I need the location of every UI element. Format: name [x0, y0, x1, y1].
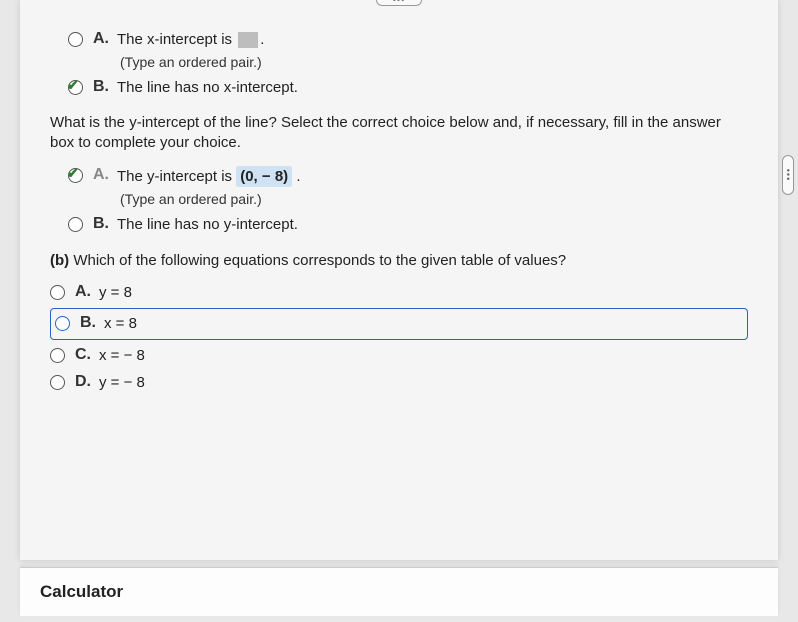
calculator-label: Calculator — [40, 582, 123, 601]
option-text: The line has no y-intercept. — [117, 215, 298, 235]
text-before: The y-intercept is — [117, 168, 232, 185]
equation-choices: A. y = 8 B. x = 8 C. x = − 8 D. y = − 8 — [50, 281, 748, 395]
radio-icon[interactable] — [50, 348, 65, 363]
option-hint: (Type an ordered pair.) — [120, 191, 748, 207]
option-letter: B. — [93, 78, 109, 96]
equation-text: y = 8 — [99, 283, 132, 303]
part-b-question: (b) Which of the following equations cor… — [50, 251, 748, 271]
x-intercept-option-b[interactable]: B. The line has no x-intercept. — [68, 76, 748, 100]
answer-blank[interactable] — [238, 32, 258, 48]
equation-option-b-highlighted[interactable]: B. x = 8 — [50, 308, 748, 340]
option-text: The y-intercept is (0, − 8) . — [117, 166, 301, 188]
calculator-bar[interactable]: Calculator — [20, 567, 778, 616]
option-letter: A. — [93, 30, 109, 48]
equation-text: x = 8 — [104, 314, 137, 334]
option-text: The line has no x-intercept. — [117, 78, 298, 98]
option-text: The x-intercept is . — [117, 30, 264, 50]
radio-selected-icon[interactable] — [68, 168, 83, 183]
part-label: (b) — [50, 252, 69, 269]
equation-text: y = − 8 — [99, 373, 145, 393]
radio-icon[interactable] — [50, 285, 65, 300]
question-panel: ••• A. The x-intercept is . (Type an ord… — [20, 0, 778, 560]
y-intercept-question: What is the y-intercept of the line? Sel… — [50, 113, 748, 154]
radio-icon[interactable] — [50, 375, 65, 390]
option-letter: A. — [75, 283, 91, 301]
text-before: The x-intercept is — [117, 31, 232, 48]
equation-option-c[interactable]: C. x = − 8 — [50, 344, 748, 368]
radio-selected-icon[interactable] — [68, 80, 83, 95]
equation-option-a[interactable]: A. y = 8 — [50, 281, 748, 305]
option-letter: C. — [75, 346, 91, 364]
option-letter: A. — [93, 166, 109, 184]
text-after: . — [296, 168, 300, 185]
option-letter: B. — [80, 314, 96, 332]
drag-handle-side[interactable]: ••• — [782, 155, 794, 195]
question-text: Which of the following equations corresp… — [73, 252, 566, 269]
y-intercept-option-b[interactable]: B. The line has no y-intercept. — [68, 213, 748, 237]
y-intercept-option-a[interactable]: A. The y-intercept is (0, − 8) . — [68, 164, 748, 190]
equation-text: x = − 8 — [99, 346, 145, 366]
radio-icon[interactable] — [68, 217, 83, 232]
x-intercept-choices: A. The x-intercept is . (Type an ordered… — [68, 28, 748, 99]
answer-value[interactable]: (0, − 8) — [236, 166, 292, 188]
option-hint: (Type an ordered pair.) — [120, 54, 748, 70]
drag-handle-top[interactable]: ••• — [376, 0, 422, 6]
y-intercept-choices: A. The y-intercept is (0, − 8) . (Type a… — [68, 164, 748, 237]
option-letter: B. — [93, 215, 109, 233]
text-after: . — [260, 31, 264, 48]
option-letter: D. — [75, 373, 91, 391]
radio-icon[interactable] — [55, 316, 70, 331]
radio-icon[interactable] — [68, 32, 83, 47]
equation-option-d[interactable]: D. y = − 8 — [50, 371, 748, 395]
x-intercept-option-a[interactable]: A. The x-intercept is . — [68, 28, 748, 52]
